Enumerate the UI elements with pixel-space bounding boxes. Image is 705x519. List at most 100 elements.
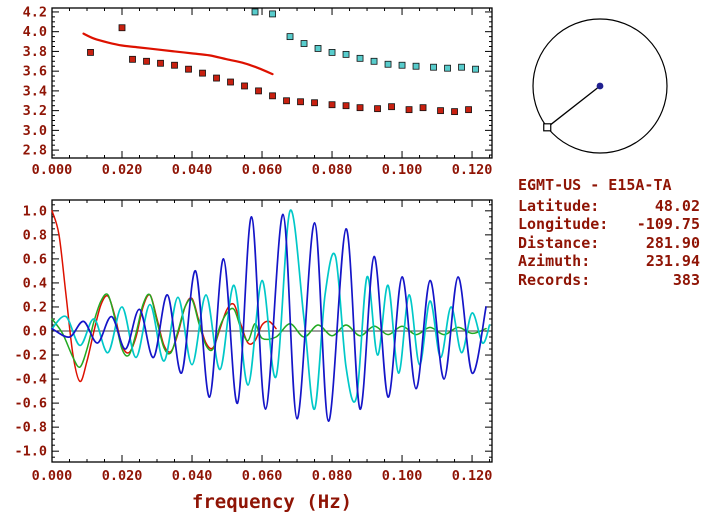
series-phase-velocity-squares-marker	[430, 63, 437, 71]
series-raw-group-velocity-squares-marker	[328, 101, 336, 109]
series-raw-group-velocity-squares-marker	[129, 55, 136, 63]
series-phase-velocity-squares-marker	[384, 60, 392, 68]
y-tick-label: 0.0	[23, 324, 47, 340]
series-raw-group-velocity-squares-marker	[87, 49, 94, 56]
y-tick-label: 3.2	[23, 103, 47, 119]
latitude-value: 48.02	[654, 196, 700, 215]
y-tick-label: 0.8	[23, 227, 47, 243]
series-raw-group-velocity-squares-marker	[157, 59, 164, 67]
series-raw-group-velocity-squares-marker	[118, 24, 126, 32]
station-info-row: Records: 383	[518, 271, 700, 290]
station-info-row: Longitude: -109.75	[518, 215, 700, 234]
series-raw-group-velocity-squares-marker	[405, 106, 413, 114]
x-tick-label: 0.120	[452, 468, 493, 484]
azimuth-compass	[532, 18, 668, 154]
x-tick-label: 0.000	[32, 468, 73, 484]
series-phase-velocity-squares-marker	[328, 49, 336, 56]
x-tick-label: 0.060	[242, 162, 283, 178]
series-raw-group-velocity-squares-marker	[374, 105, 381, 113]
series-raw-group-velocity-squares-marker	[255, 87, 262, 95]
x-tick-label: 0.020	[102, 468, 143, 484]
series-phase-velocity-squares-marker	[398, 61, 406, 69]
series-phase-velocity-squares-marker	[472, 65, 479, 73]
y-tick-label: -0.2	[14, 348, 47, 364]
x-tick-label: 0.000	[32, 162, 73, 178]
y-tick-label: 0.2	[23, 299, 47, 315]
series-raw-group-velocity-squares-marker	[241, 82, 248, 90]
y-tick-label: 1.0	[23, 203, 47, 219]
series-phase-velocity-squares-marker	[458, 63, 465, 71]
x-tick-label: 0.120	[452, 162, 493, 178]
x-tick-label: 0.040	[172, 162, 213, 178]
series-cyan-waveform	[51, 209, 491, 410]
series-raw-group-velocity-squares-marker	[199, 69, 206, 77]
series-raw-group-velocity-squares-marker	[143, 57, 150, 65]
series-raw-group-velocity-squares-marker	[283, 97, 290, 105]
series-raw-group-velocity-squares-marker	[297, 98, 304, 106]
distance-value: 281.90	[645, 233, 700, 252]
x-tick-label: 0.100	[382, 468, 423, 484]
x-tick-label: 0.040	[172, 468, 213, 484]
series-raw-group-velocity-squares-marker	[311, 99, 318, 107]
series-phase-velocity-squares-marker	[300, 40, 308, 47]
series-raw-group-velocity-squares-marker	[465, 106, 472, 114]
longitude-value: -109.75	[636, 215, 700, 233]
longitude-label: Longitude:	[518, 215, 609, 233]
azimuth-label: Azimuth:	[518, 252, 591, 270]
distance-label: Distance:	[518, 233, 600, 252]
x-tick-label: 0.080	[312, 162, 353, 178]
series-raw-group-velocity-squares-marker	[451, 108, 458, 116]
y-tick-label: 3.6	[23, 64, 47, 80]
series-phase-velocity-squares-marker	[269, 10, 276, 18]
y-tick-label: 4.0	[23, 24, 47, 40]
x-tick-label: 0.100	[382, 162, 423, 178]
azimuth-value: 231.94	[645, 252, 700, 270]
y-tick-label: 2.8	[23, 143, 47, 159]
y-tick-label: 3.4	[23, 83, 47, 99]
x-tick-label: 0.060	[242, 468, 283, 484]
series-raw-group-velocity-squares-marker	[213, 74, 220, 82]
dispersion-plot: 0.000 0.020 0.040 0.060 0.080 0.100 0.120 2.8 3.…	[23, 4, 493, 178]
series-raw-group-velocity-squares-marker	[227, 78, 234, 86]
x-axis-title: frequency (Hz)	[192, 491, 352, 513]
series-phase-velocity-squares-marker	[412, 62, 420, 70]
series-phase-velocity-squares-marker	[314, 45, 322, 52]
y-tick-label: -0.8	[14, 420, 47, 436]
azimuth-path-line	[546, 85, 601, 128]
series-raw-group-velocity-squares-marker	[437, 107, 444, 115]
station-info-row: Azimuth: 231.94	[518, 252, 700, 271]
series-raw-group-velocity-squares-marker	[356, 104, 364, 112]
series-raw-group-velocity-squares-marker	[185, 65, 192, 73]
waveform-plot: 0.000 0.020 0.040 0.060 0.080 0.100 0.120 1.0 0.…	[14, 199, 493, 513]
series-raw-group-velocity-squares-marker	[269, 92, 276, 100]
x-tick-label: 0.020	[102, 162, 143, 178]
series-blue-waveform	[51, 213, 487, 422]
series-phase-velocity-squares-marker	[286, 33, 294, 41]
plot-frame	[51, 7, 493, 159]
series-raw-group-velocity-squares-marker	[342, 102, 350, 110]
y-tick-label: 3.8	[23, 44, 47, 60]
series-raw-group-velocity-squares-marker	[419, 104, 427, 112]
series-raw-group-velocity-squares-marker	[388, 103, 395, 111]
y-tick-label: -0.4	[14, 372, 47, 388]
series-phase-velocity-squares-marker	[444, 64, 451, 72]
station-info-row: Distance: 281.90	[518, 234, 700, 253]
series-phase-velocity-squares-marker	[342, 50, 350, 58]
station-marker-square	[543, 123, 552, 132]
station-pair-title: EGMT-US - E15A-TA	[518, 176, 672, 194]
y-tick-label: 3.0	[23, 123, 47, 139]
records-label: Records:	[518, 270, 591, 289]
series-phase-velocity-squares-marker	[370, 57, 378, 65]
y-tick-label: -0.6	[14, 396, 47, 412]
records-value: 383	[672, 270, 700, 289]
series-phase-velocity-squares-marker	[356, 54, 364, 62]
station-info-row: Latitude: 48.02	[518, 197, 700, 216]
station-info-panel: EGMT-US - E15A-TA Latitude: 48.02 Longit…	[518, 176, 700, 289]
event-marker-dot	[596, 82, 604, 90]
great-circle	[532, 18, 668, 154]
latitude-label: Latitude:	[518, 196, 600, 215]
series-reference-dispersion-curve	[82, 32, 274, 76]
series-phase-velocity-squares-marker	[251, 8, 259, 16]
series-raw-group-velocity-squares-marker	[171, 61, 178, 69]
